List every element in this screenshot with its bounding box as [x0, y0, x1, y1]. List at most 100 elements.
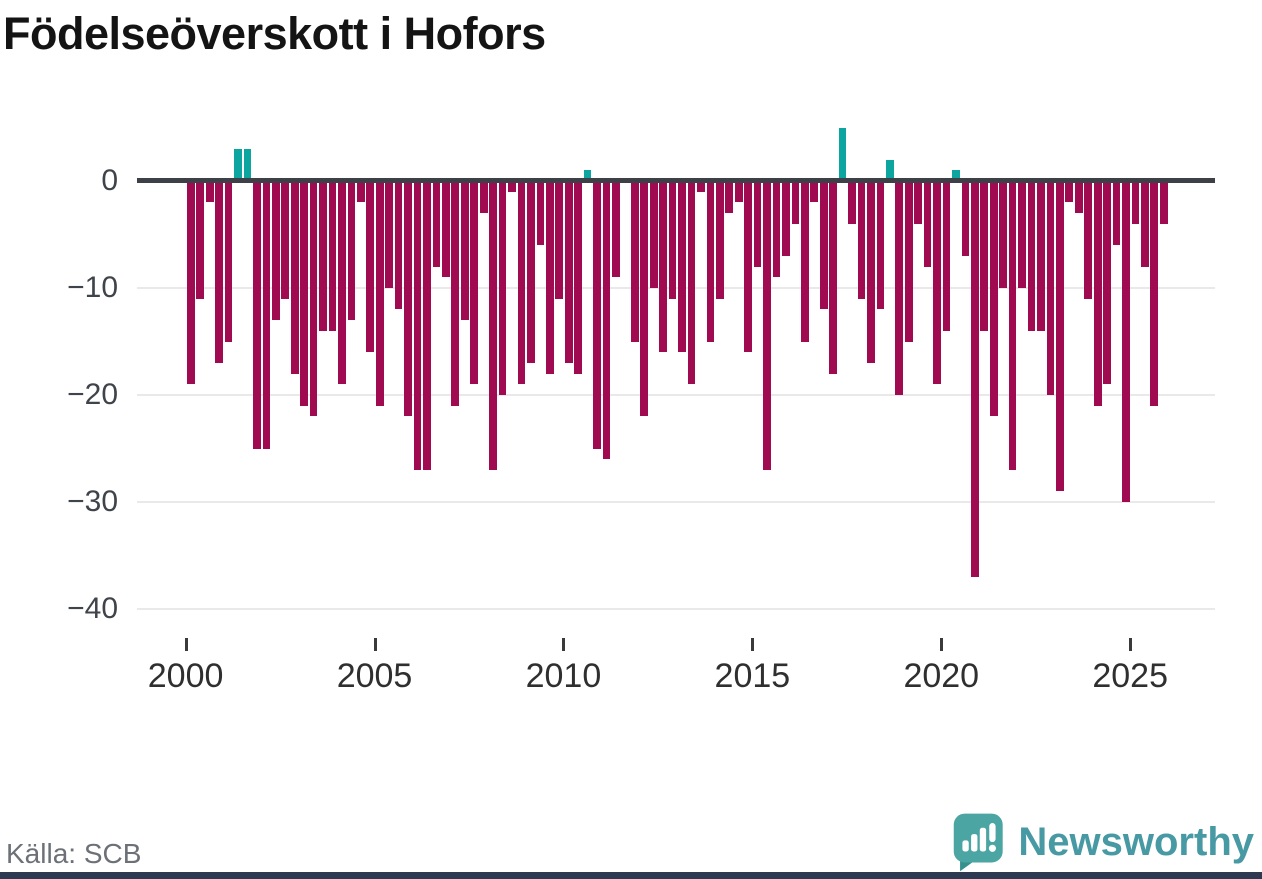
bar-2005-q3 — [394, 181, 403, 310]
bar-2004-q4 — [366, 181, 375, 353]
bar-2025-q4 — [1159, 181, 1168, 224]
bar-2022-q4 — [1046, 181, 1055, 395]
source-note: Källa: SCB — [6, 838, 142, 869]
bar-2024-q3 — [1112, 181, 1121, 246]
bar-2014-q1 — [715, 181, 724, 299]
bar-2005-q4 — [404, 181, 412, 417]
gridline--30 — [137, 501, 1215, 503]
bar-2001-q1 — [224, 181, 233, 342]
bar-2008-q2 — [498, 181, 507, 395]
bar-2021-q1 — [980, 181, 989, 331]
bar-2003-q4 — [328, 181, 337, 331]
newsworthy-brand: Newsworthy — [952, 812, 1254, 872]
bar-2024-q4 — [1122, 181, 1130, 502]
bar-2016-q4 — [819, 181, 828, 310]
bar-2014-q3 — [734, 181, 743, 203]
bar-2016-q2 — [800, 181, 809, 342]
bar-2023-q4 — [1084, 181, 1093, 299]
bar-2021-q4 — [1008, 181, 1017, 470]
y-axis-label: −30 — [67, 485, 118, 518]
bar-2009-q4 — [555, 181, 564, 299]
bar-2012-q1 — [640, 181, 649, 417]
page-title: Födelseöverskott i Hofors — [3, 8, 546, 59]
bar-2006-q1 — [413, 181, 422, 470]
bar-2017-q2 — [838, 127, 847, 181]
bar-2024-q2 — [1103, 181, 1111, 385]
bar-2001-q2 — [234, 148, 242, 181]
bar-2008-q1 — [489, 181, 497, 470]
bar-2019-q1 — [904, 181, 913, 342]
bar-2020-q4 — [971, 181, 979, 577]
x-axis-label-2000: 2000 — [147, 657, 224, 695]
gridline--40 — [137, 608, 1215, 610]
bar-2012-q2 — [649, 181, 658, 288]
bar-2007-q4 — [479, 181, 488, 214]
bar-2006-q2 — [423, 181, 431, 470]
bar-2011-q1 — [602, 181, 611, 460]
bar-2023-q3 — [1074, 181, 1083, 214]
bar-2015-q3 — [772, 181, 781, 278]
bar-2003-q3 — [319, 181, 327, 331]
bar-2002-q1 — [262, 181, 271, 449]
bar-2002-q4 — [290, 181, 299, 374]
bar-2004-q3 — [357, 181, 365, 203]
bar-2011-q4 — [630, 181, 639, 342]
bar-2019-q4 — [933, 181, 941, 385]
bar-2008-q4 — [517, 181, 526, 385]
bar-2013-q4 — [706, 181, 715, 342]
bar-2000-q4 — [215, 181, 224, 363]
gridline--20 — [137, 394, 1215, 396]
bar-2003-q2 — [309, 181, 318, 417]
bar-2009-q1 — [527, 181, 535, 363]
newsworthy-logo-text: Newsworthy — [1018, 819, 1254, 864]
bar-2024-q1 — [1093, 181, 1102, 406]
bar-2021-q3 — [999, 181, 1008, 288]
bar-2019-q3 — [923, 181, 932, 267]
bar-2017-q4 — [857, 181, 866, 299]
bar-2012-q4 — [668, 181, 677, 299]
x-axis-label-2020: 2020 — [903, 657, 980, 695]
bar-2002-q3 — [281, 181, 290, 299]
bar-2020-q3 — [961, 181, 970, 256]
bar-2006-q3 — [432, 181, 441, 267]
bar-2023-q2 — [1065, 181, 1074, 203]
bar-2018-q2 — [876, 181, 885, 310]
bar-2023-q1 — [1056, 181, 1064, 492]
bar-2015-q2 — [763, 181, 771, 470]
y-axis-label: −10 — [67, 271, 118, 304]
x-axis-zero-line — [137, 178, 1215, 183]
bar-2013-q1 — [678, 181, 686, 353]
bar-2019-q2 — [914, 181, 923, 224]
x-tick-2005 — [373, 638, 377, 651]
bar-2001-q4 — [253, 181, 261, 449]
bar-2000-q1 — [187, 181, 195, 385]
x-axis-label-2015: 2015 — [714, 657, 791, 695]
bar-2020-q1 — [942, 181, 951, 331]
bar-2022-q1 — [1018, 181, 1026, 288]
bar-2010-q3 — [583, 170, 592, 181]
bar-2002-q2 — [272, 181, 280, 321]
bar-2012-q3 — [659, 181, 667, 353]
x-tick-2010 — [562, 638, 566, 651]
x-tick-2015 — [751, 638, 755, 651]
bar-2005-q1 — [375, 181, 384, 406]
bar-2015-q4 — [782, 181, 790, 256]
y-axis-label: 0 — [101, 164, 118, 197]
bar-2004-q2 — [347, 181, 356, 321]
bar-2000-q3 — [205, 181, 214, 203]
x-axis-label-2025: 2025 — [1092, 657, 1168, 695]
footer-accent-strip — [0, 872, 1262, 879]
bar-2021-q2 — [989, 181, 998, 417]
bar-2022-q2 — [1027, 181, 1036, 331]
bar-2014-q2 — [725, 181, 734, 214]
bar-2017-q1 — [829, 181, 837, 374]
bar-2010-q4 — [593, 181, 601, 449]
bar-2003-q1 — [300, 181, 309, 406]
bar-2007-q2 — [460, 181, 469, 321]
x-axis-label-2010: 2010 — [525, 657, 602, 695]
bar-2006-q4 — [442, 181, 450, 278]
newsworthy-logo-icon — [954, 813, 1004, 872]
bar-2016-q1 — [791, 181, 800, 224]
y-axis-label: −40 — [67, 592, 118, 625]
